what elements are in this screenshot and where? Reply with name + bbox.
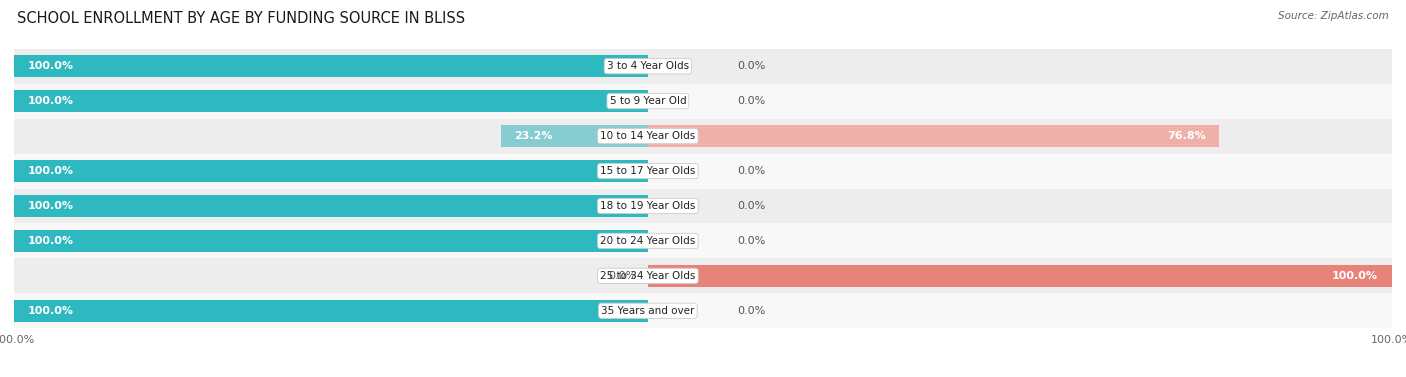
- Text: 100.0%: 100.0%: [28, 61, 75, 71]
- Bar: [14, 90, 648, 112]
- Text: 100.0%: 100.0%: [28, 166, 75, 176]
- Text: 0.0%: 0.0%: [609, 271, 637, 281]
- Text: 0.0%: 0.0%: [738, 201, 766, 211]
- Bar: [14, 119, 1392, 153]
- Text: 100.0%: 100.0%: [28, 201, 75, 211]
- Text: 3 to 4 Year Olds: 3 to 4 Year Olds: [607, 61, 689, 71]
- Bar: [14, 293, 1392, 328]
- Text: 0.0%: 0.0%: [738, 166, 766, 176]
- Bar: [14, 160, 648, 182]
- Bar: [648, 125, 1219, 147]
- Text: Source: ZipAtlas.com: Source: ZipAtlas.com: [1278, 11, 1389, 21]
- Text: 0.0%: 0.0%: [738, 236, 766, 246]
- Bar: [501, 125, 648, 147]
- Bar: [14, 55, 648, 77]
- Text: 76.8%: 76.8%: [1167, 131, 1205, 141]
- Text: 100.0%: 100.0%: [1331, 271, 1378, 281]
- Text: 100.0%: 100.0%: [28, 236, 75, 246]
- Text: 100.0%: 100.0%: [28, 96, 75, 106]
- Text: SCHOOL ENROLLMENT BY AGE BY FUNDING SOURCE IN BLISS: SCHOOL ENROLLMENT BY AGE BY FUNDING SOUR…: [17, 11, 465, 26]
- Bar: [648, 265, 1392, 287]
- Bar: [14, 153, 1392, 188]
- Bar: [14, 84, 1392, 119]
- Text: 10 to 14 Year Olds: 10 to 14 Year Olds: [600, 131, 696, 141]
- Bar: [14, 230, 648, 252]
- Bar: [14, 195, 648, 217]
- Bar: [14, 188, 1392, 224]
- Text: 100.0%: 100.0%: [28, 306, 75, 316]
- Text: 15 to 17 Year Olds: 15 to 17 Year Olds: [600, 166, 696, 176]
- Text: 18 to 19 Year Olds: 18 to 19 Year Olds: [600, 201, 696, 211]
- Bar: [14, 258, 1392, 293]
- Text: 0.0%: 0.0%: [738, 306, 766, 316]
- Text: 0.0%: 0.0%: [738, 61, 766, 71]
- Text: 5 to 9 Year Old: 5 to 9 Year Old: [610, 96, 686, 106]
- Bar: [14, 49, 1392, 84]
- Text: 35 Years and over: 35 Years and over: [602, 306, 695, 316]
- Text: 0.0%: 0.0%: [738, 96, 766, 106]
- Bar: [14, 224, 1392, 258]
- Bar: [14, 300, 648, 322]
- Text: 23.2%: 23.2%: [515, 131, 553, 141]
- Text: 20 to 24 Year Olds: 20 to 24 Year Olds: [600, 236, 696, 246]
- Text: 25 to 34 Year Olds: 25 to 34 Year Olds: [600, 271, 696, 281]
